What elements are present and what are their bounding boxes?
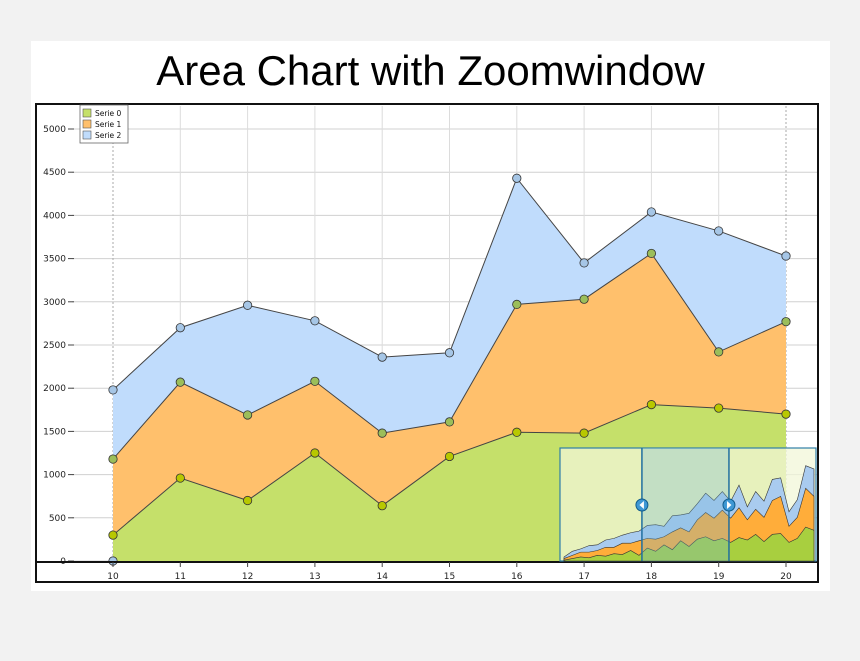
data-point [377,501,387,511]
data-point [243,495,253,506]
x-tick-label: 14 [376,572,388,582]
x-tick-label: 18 [646,572,658,582]
zoom-handle-right-arrow-icon [726,501,732,509]
x-tick-label: 13 [309,572,320,582]
y-tick-label: 500 [49,514,66,524]
legend-swatch [82,130,92,140]
data-point [377,428,387,438]
legend-swatch [82,119,92,129]
zoom-handle-right[interactable] [722,498,736,512]
y-tick-label: 2000 [43,384,66,394]
data-point [243,300,253,310]
data-point [714,347,724,357]
y-tick-label: 3000 [43,298,66,308]
legend: Serie 0 Serie 1 Serie 2 [79,104,129,144]
x-tick-label: 12 [242,572,253,582]
data-point [512,427,522,437]
zoom-handle-left[interactable] [635,498,649,512]
data-point [243,410,253,420]
legend-label: Serie 0 [95,109,122,118]
data-point [579,258,589,268]
data-point [175,377,185,387]
x-tick-label: 19 [713,572,725,582]
x-tick-label: 16 [511,572,523,582]
data-point [512,173,522,183]
y-tick-label: 5000 [43,125,66,135]
data-point [579,294,589,304]
zoom-selection [641,448,729,561]
data-point [512,299,522,309]
y-tick-label: 1500 [43,427,66,437]
y-tick-label: 4500 [43,168,66,178]
data-point [714,226,724,236]
data-point [108,454,118,464]
data-point [310,448,320,458]
x-tick-label: 15 [444,572,455,582]
y-tick-label: 4000 [43,211,66,221]
zoom-handle-left-arrow-icon [639,501,644,509]
data-point [781,251,791,261]
data-point [714,403,724,413]
data-point [444,417,455,427]
x-tick-label: 11 [175,572,186,582]
x-tick-label: 17 [578,572,589,582]
data-point [108,385,118,395]
data-point [108,530,118,540]
y-tick-label: 3500 [43,255,66,265]
data-point [646,207,657,217]
chart-title: Area Chart with Zoomwindow [156,47,705,94]
y-tick-label: 2500 [43,341,66,351]
data-point [781,317,791,327]
data-point [175,323,185,333]
data-point [579,428,589,438]
x-tick-label: 20 [780,572,792,582]
legend-label: Serie 2 [95,131,122,140]
zoom-window [559,447,817,562]
data-point [646,400,657,410]
data-point [377,352,387,362]
legend-label: Serie 1 [95,120,122,129]
data-point [444,451,455,462]
zoom-area-serie-0 [563,526,815,562]
data-point [310,316,320,326]
legend-swatch [82,108,92,118]
data-point [175,473,185,483]
x-tick-label: 10 [107,572,119,582]
data-point [444,348,455,358]
y-tick-label: 1000 [43,471,66,481]
data-point [646,248,657,259]
data-point [310,376,320,386]
data-point [781,409,791,419]
